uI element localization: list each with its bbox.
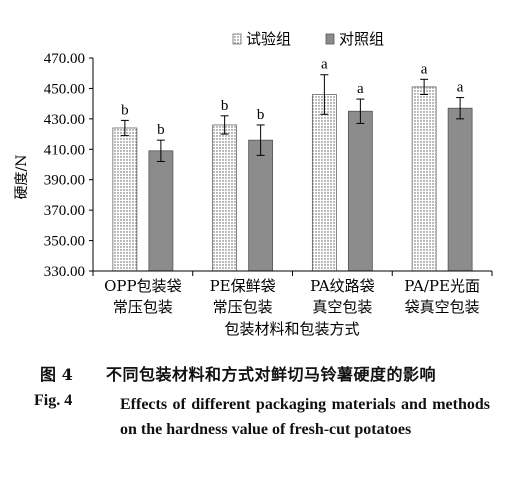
- bar-control-group: [148, 150, 174, 272]
- bar-test-group: [112, 127, 138, 272]
- legend-swatch-control: [325, 33, 335, 45]
- bar-control-group: [347, 110, 373, 272]
- x-category-label: 袋真空包装: [405, 298, 480, 316]
- significance-label: b: [221, 98, 229, 114]
- figure-number-cn: 图 4: [40, 365, 73, 384]
- legend-label-test: 试验组: [246, 30, 291, 48]
- y-tick-label: 410.00: [44, 142, 85, 158]
- x-category-label: OPP包装袋: [104, 277, 181, 295]
- y-tick-label: 470.00: [44, 51, 85, 67]
- x-category-label: PA纹路袋: [310, 277, 375, 295]
- significance-label: a: [457, 80, 464, 96]
- figure-title-cn: 不同包装材料和方式对鲜切马铃薯硬度的影响: [106, 365, 437, 384]
- bar-test-group: [212, 124, 238, 272]
- hardness-bar-chart: 试验组 对照组 b b b b a a a a 330.00 350.00 370.00 390.00…: [14, 30, 493, 338]
- x-axis-label: 包装材料和包装方式: [224, 320, 359, 338]
- legend-swatch-test: [232, 33, 242, 45]
- y-axis: 330.00 350.00 370.00 390.00 410.00 430.00 450.…: [44, 51, 94, 280]
- significance-label: b: [157, 122, 165, 138]
- legend: 试验组 对照组: [232, 30, 384, 48]
- significance-label: a: [321, 57, 328, 73]
- x-category-label: PA/PE光面: [404, 277, 480, 295]
- significance-label: a: [357, 81, 364, 97]
- y-tick-label: 430.00: [44, 112, 85, 128]
- figure-title-en: Effects of different packaging materials…: [120, 396, 490, 438]
- bar-test-group: [311, 94, 337, 272]
- y-tick-label: 350.00: [44, 234, 85, 250]
- x-category-label: 真空包装: [312, 298, 372, 316]
- legend-label-control: 对照组: [339, 30, 384, 48]
- y-tick-label: 390.00: [44, 173, 85, 189]
- x-category-label: PE保鲜袋: [210, 277, 276, 295]
- figure-number-en: Fig. 4: [34, 392, 73, 409]
- bar-test-group: [411, 86, 437, 272]
- x-category-label: 常压包装: [113, 298, 173, 316]
- bar-control-group: [447, 107, 473, 272]
- significance-label: b: [257, 107, 265, 123]
- plot-area: b b b b a a a a: [112, 57, 473, 272]
- significance-label: b: [121, 102, 129, 118]
- y-axis-label: 硬度/N: [14, 155, 30, 200]
- y-tick-label: 330.00: [44, 264, 85, 280]
- x-category-label: 常压包装: [213, 298, 273, 316]
- significance-label: a: [421, 61, 428, 77]
- y-tick-label: 370.00: [44, 203, 85, 219]
- bar-control-group: [248, 139, 274, 272]
- y-tick-label: 450.00: [44, 81, 85, 97]
